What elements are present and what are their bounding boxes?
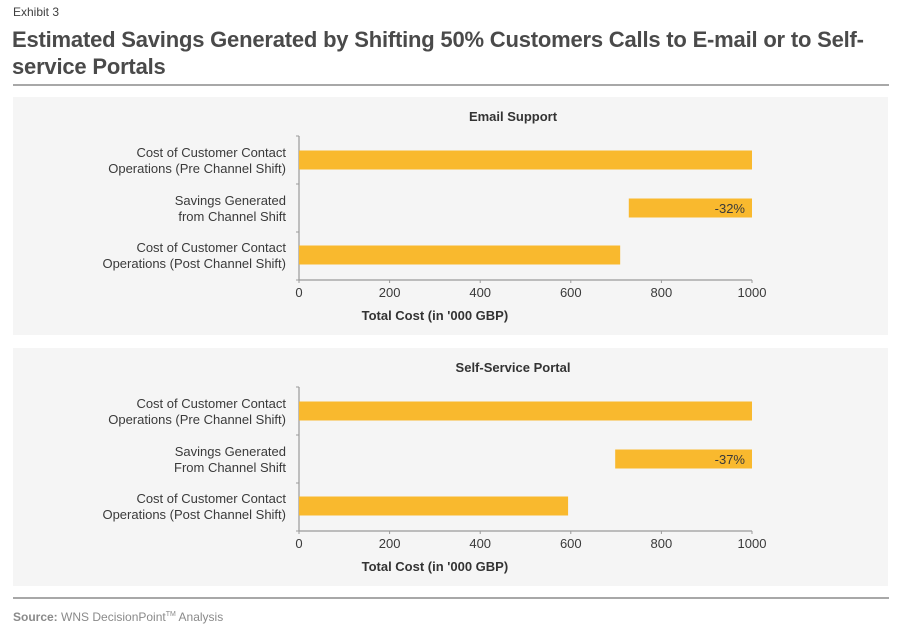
category-label: from Channel Shift <box>178 209 286 224</box>
trademark-mark: TM <box>165 611 176 618</box>
chart-panel-self-service-portal: Self-Service Portal 0 200 400 600 800 1000 Tota… <box>13 348 888 586</box>
figure-title: Estimated Savings Generated by Shifting … <box>12 27 864 79</box>
category-label: Operations (Pre Channel Shift) <box>108 412 286 427</box>
category-label: Operations (Pre Channel Shift) <box>108 161 286 176</box>
pre-shift-bar <box>299 401 752 421</box>
bottom-divider <box>13 597 889 599</box>
category-label: Cost of Customer Contact <box>136 145 286 160</box>
category-label: Cost of Customer Contact <box>136 396 286 411</box>
x-tick-label: 200 <box>379 536 401 551</box>
pre-shift-bar <box>299 150 752 170</box>
chart-title: Email Support <box>469 109 558 124</box>
chart-self-service-portal: Self-Service Portal 0 200 400 600 800 1000 Tota… <box>102 360 767 574</box>
savings-bar <box>615 449 752 469</box>
x-tick-label: 200 <box>379 285 401 300</box>
source-note: Source: WNS DecisionPointTM Analysis <box>13 610 223 624</box>
chart-panel-email-support: Email Support 0 200 400 600 800 1000 Total Cost… <box>13 97 888 335</box>
top-divider <box>13 84 889 86</box>
x-tick-label: 1000 <box>738 536 767 551</box>
x-axis-label: Total Cost (in '000 GBP) <box>362 308 509 323</box>
x-tick-label: 600 <box>560 285 582 300</box>
source-suffix: Analysis <box>175 610 224 624</box>
source-label: Source: <box>13 610 58 624</box>
category-label: Cost of Customer Contact <box>136 491 286 506</box>
category-label: Operations (Post Channel Shift) <box>102 256 286 271</box>
chart-email-support: Email Support 0 200 400 600 800 1000 Total Cost… <box>102 109 767 323</box>
data-label: -37% <box>715 452 746 467</box>
x-tick-label: 600 <box>560 536 582 551</box>
x-tick-label: 1000 <box>738 285 767 300</box>
exhibit-label: Exhibit 3 <box>13 5 60 19</box>
x-tick-label: 800 <box>651 536 673 551</box>
post-shift-bar <box>299 245 621 265</box>
category-label: Savings Generated <box>175 193 286 208</box>
x-tick-label: 400 <box>469 285 491 300</box>
source-text: WNS DecisionPoint <box>61 610 166 624</box>
category-label: Operations (Post Channel Shift) <box>102 507 286 522</box>
x-tick-label: 400 <box>469 536 491 551</box>
data-label: -32% <box>715 201 746 216</box>
x-tick-label: 0 <box>295 285 302 300</box>
savings-bar <box>628 198 752 218</box>
category-label: Savings Generated <box>175 444 286 459</box>
category-label: Cost of Customer Contact <box>136 240 286 255</box>
category-label: From Channel Shift <box>174 460 286 475</box>
chart-title: Self-Service Portal <box>456 360 571 375</box>
x-tick-label: 0 <box>295 536 302 551</box>
post-shift-bar <box>299 496 569 516</box>
x-tick-label: 800 <box>651 285 673 300</box>
x-axis-label: Total Cost (in '000 GBP) <box>362 559 509 574</box>
